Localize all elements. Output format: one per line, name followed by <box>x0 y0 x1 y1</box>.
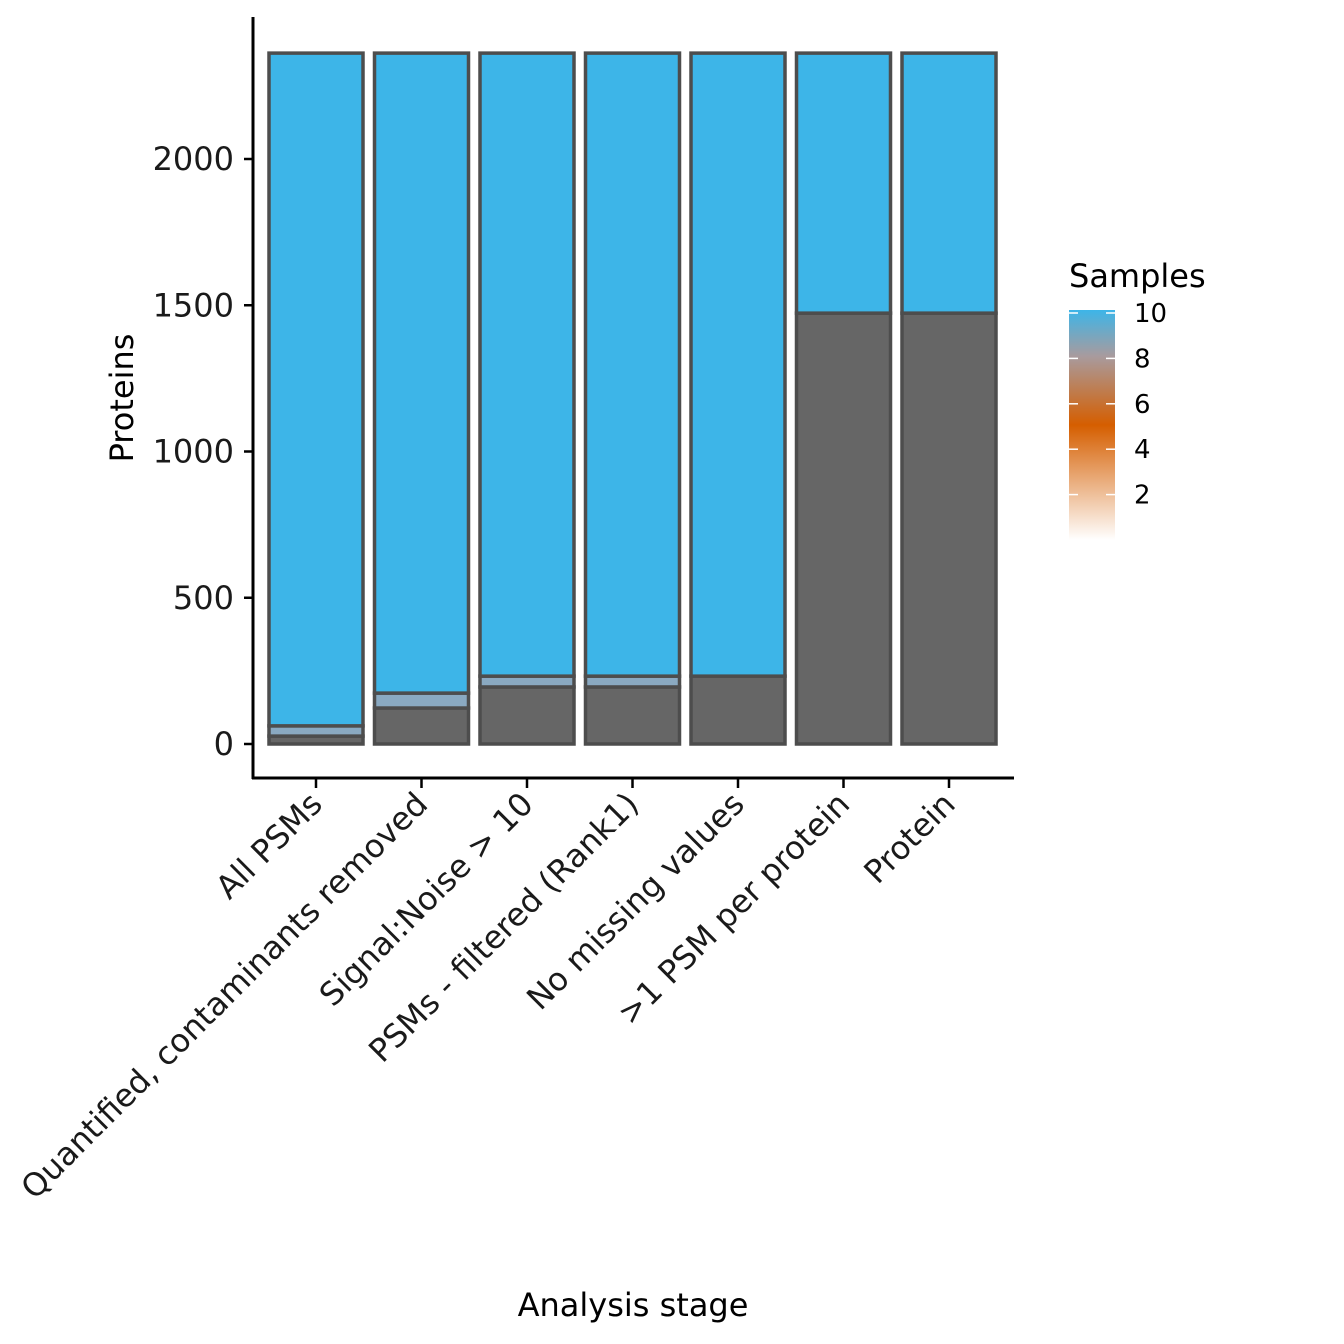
bar-segment-na <box>689 674 787 746</box>
y-tick-label: 0 <box>214 725 234 763</box>
legend-colorbar <box>1069 310 1115 540</box>
legend-tick-label: 8 <box>1134 344 1151 374</box>
y-axis-title: Proteins <box>103 334 141 463</box>
legend-tick-label: 4 <box>1134 435 1151 465</box>
y-tick-label: 2000 <box>153 140 234 178</box>
y-ticks: 0 500 1000 1500 2000 <box>153 140 253 763</box>
legend-tick-label: 2 <box>1134 481 1151 511</box>
bar-segment-10-samples <box>478 51 576 678</box>
bar-segment-10-samples <box>372 51 471 695</box>
x-tick-label: Quantified, contaminants removed <box>13 785 435 1207</box>
x-axis-title: Analysis stage <box>518 1286 749 1324</box>
y-tick-label: 1500 <box>153 286 234 324</box>
bar-segment-na <box>900 311 998 746</box>
bar-segment-10-samples <box>689 51 787 678</box>
y-tick-label: 500 <box>173 579 234 617</box>
bar-segment-10-samples <box>794 51 893 315</box>
x-tick-label: Protein <box>856 785 962 891</box>
bar-segment-10-samples <box>267 51 365 728</box>
legend-tick-label: 10 <box>1134 299 1167 329</box>
legend-title: Samples <box>1069 257 1206 295</box>
bar-segment-10-samples <box>583 51 682 678</box>
legend: Samples 10 8 6 4 2 <box>1069 257 1206 540</box>
bar-segment-na <box>372 706 471 746</box>
legend-tick-label: 6 <box>1134 390 1151 420</box>
bar-segment-10-samples <box>900 51 998 315</box>
y-tick-label: 1000 <box>153 433 234 471</box>
bar-segment-na <box>583 685 682 746</box>
bars-layer <box>267 51 998 746</box>
bar-segment-na <box>478 685 576 746</box>
bar-segment-9-samples <box>372 691 471 710</box>
bar-segment-na <box>794 311 893 746</box>
